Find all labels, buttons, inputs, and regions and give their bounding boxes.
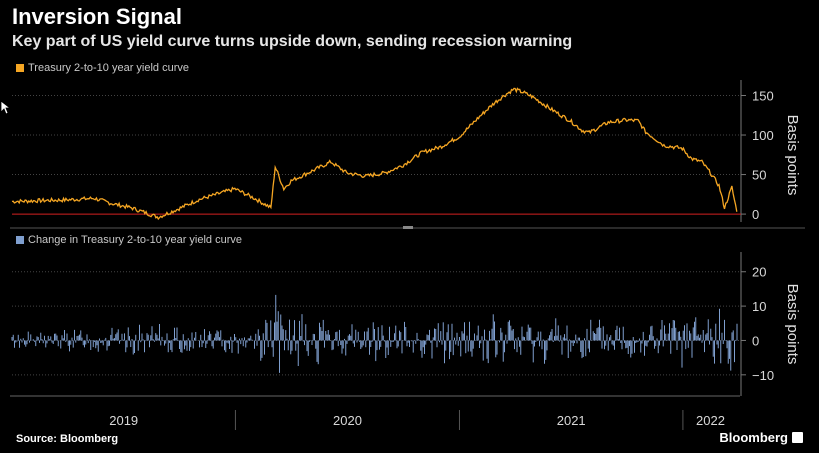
x-tick-label: 2022 bbox=[696, 413, 725, 428]
chart-subtitle: Key part of US yield curve turns upside … bbox=[12, 33, 573, 50]
legend-label-yield-curve: Treasury 2-to-10 year yield curve bbox=[28, 62, 189, 74]
bottom-panel-y-axis: −10 0 10 20 bbox=[740, 252, 774, 396]
bottom-y-tick-label: 10 bbox=[752, 299, 766, 314]
legend-yield-curve: Treasury 2-to-10 year yield curve bbox=[16, 62, 189, 74]
legend-yield-change: Change in Treasury 2-to-10 year yield cu… bbox=[16, 234, 242, 246]
top-y-tick-label: 0 bbox=[752, 207, 759, 222]
yield-change-bars bbox=[11, 294, 738, 373]
legend-swatch-orange bbox=[16, 64, 24, 72]
legend-label-yield-change: Change in Treasury 2-to-10 year yield cu… bbox=[28, 234, 242, 246]
top-y-tick-label: 100 bbox=[752, 128, 774, 143]
top-y-tick-label: 150 bbox=[752, 88, 774, 103]
brand-name: Bloomberg bbox=[719, 430, 788, 445]
top-panel-y-axis: 0 50 100 150 bbox=[740, 80, 774, 222]
bottom-panel-grid bbox=[12, 271, 741, 376]
x-tick-label: 2021 bbox=[557, 413, 586, 428]
chart-title: Inversion Signal bbox=[12, 4, 182, 29]
x-axis: 2019 2020 2021 2022 bbox=[109, 410, 725, 430]
bottom-y-tick-label: 20 bbox=[752, 265, 766, 280]
bottom-y-tick-label: −10 bbox=[752, 368, 774, 383]
brand-logo: Bloomberg bbox=[719, 430, 803, 445]
bottom-y-tick-label: 0 bbox=[752, 333, 759, 348]
top-panel-grid bbox=[12, 94, 741, 176]
x-tick-label: 2019 bbox=[109, 413, 138, 428]
panel-divider-handle bbox=[403, 226, 413, 229]
yield-curve-line bbox=[11, 87, 738, 221]
x-tick-label: 2020 bbox=[333, 413, 362, 428]
brand-square-icon bbox=[792, 432, 803, 443]
source-note: Source: Bloomberg bbox=[16, 433, 119, 445]
legend-swatch-blue bbox=[16, 236, 24, 244]
bottom-y-axis-title: Basis points bbox=[784, 284, 801, 365]
top-y-tick-label: 50 bbox=[752, 168, 766, 183]
top-y-axis-title: Basis points bbox=[784, 115, 801, 196]
mouse-cursor-icon bbox=[0, 100, 10, 115]
